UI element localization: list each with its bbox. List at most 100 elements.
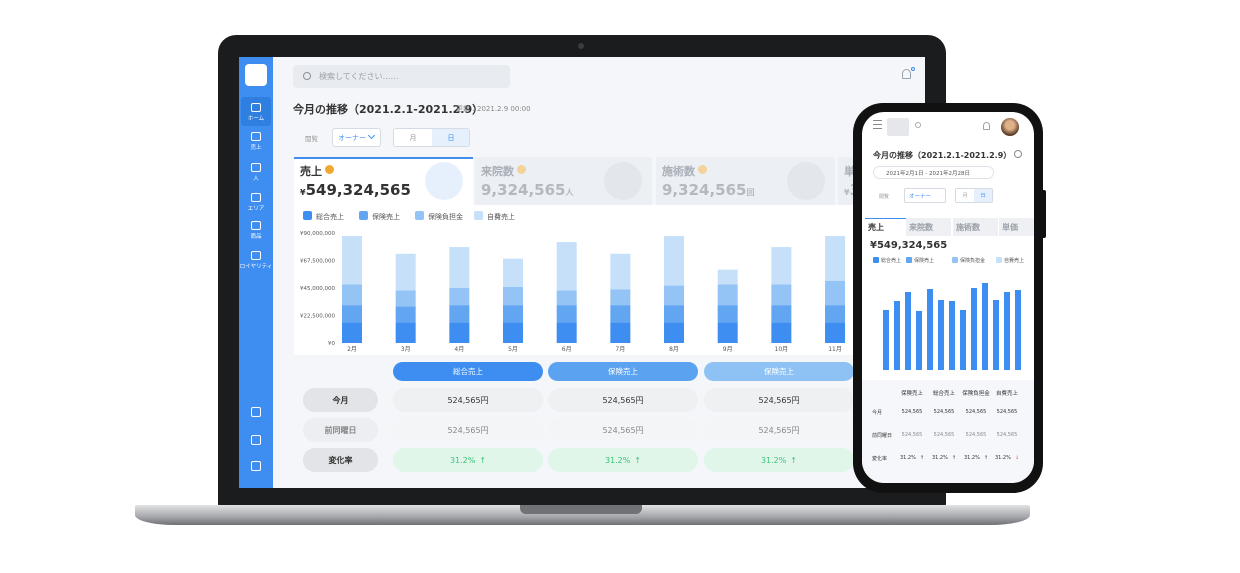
legend-box (996, 257, 1002, 263)
table-cell: 31.2% ↑ (928, 455, 960, 461)
period-option[interactable]: 月 (394, 129, 432, 146)
tab-label: 単価 (1002, 223, 1018, 232)
tab[interactable]: 施術数 (953, 218, 998, 236)
table-cell: 524,565 (933, 432, 955, 438)
kpi-number: 9,324,565 (481, 181, 566, 199)
nav-label: 売上 (250, 145, 262, 151)
bell-dot (911, 67, 915, 71)
phone-button (1041, 190, 1046, 238)
avatar (1001, 118, 1019, 136)
nav-label: 商品 (250, 234, 262, 240)
table-cell: 524,565円 (704, 388, 854, 412)
menu-line (873, 120, 882, 122)
filter-label: 閲覧 (305, 135, 318, 143)
bar (949, 300, 955, 370)
table-header: 保険売上 (548, 362, 698, 381)
bar (883, 309, 889, 370)
page-title: 今月の推移（2021.2.1-2021.2.9） (873, 151, 1012, 160)
role-value: オーナー (909, 194, 932, 200)
period-option[interactable]: 月 (956, 189, 974, 202)
menu-line (873, 128, 882, 130)
change-value: 31.2% (994, 455, 1011, 461)
info-dot (325, 165, 334, 174)
change-value: 31.2% (899, 455, 916, 461)
table-cell: 524,565 (996, 409, 1018, 415)
change-arrow: ↑ (919, 455, 925, 461)
row-label: 前同曜日 (303, 418, 378, 442)
table-cell: 524,565円 (704, 418, 854, 442)
change-arrow: ↑ (790, 455, 798, 465)
legend-box (474, 211, 483, 220)
change-arrow: ↓ (1014, 455, 1020, 461)
updated-at: 更新：2021.2.9 00:00 (456, 105, 531, 113)
kpi-prefix: ¥ (844, 188, 850, 197)
kpi-card[interactable]: 売上 ¥549,324,565 (294, 157, 473, 205)
table-cell: 524,565円 (548, 388, 698, 412)
search-icon (915, 122, 921, 128)
tab-label: 施術数 (956, 223, 980, 232)
nav-icon (251, 103, 261, 112)
tab-label: 来院数 (909, 223, 933, 232)
nav-label: 人 (253, 176, 259, 182)
table-cell: 31.2% ↑ (704, 448, 854, 472)
logo (245, 64, 267, 86)
laptop-notch (520, 505, 642, 514)
kpi-label: 単 (844, 165, 855, 178)
nav-icon (251, 132, 261, 141)
chart-panel (294, 205, 925, 355)
kpi-value: 9,324,565回 (662, 181, 754, 199)
role-dropdown[interactable]: オーナー (332, 128, 381, 147)
tab[interactable]: 単価 (999, 218, 1034, 236)
table-cell: 524,565円 (393, 388, 543, 412)
legend-label: 自費売上 (1004, 258, 1025, 264)
change-value: 31.2% (963, 455, 980, 461)
kpi-card[interactable]: 施術数 9,324,565回 (656, 157, 835, 205)
change-value: 31.2% (760, 455, 787, 465)
row-label: 前同曜日 (872, 433, 893, 439)
bar (960, 309, 966, 370)
bar (938, 299, 944, 370)
table-cell: 524,565円 (548, 418, 698, 442)
kpi-number: 9,324,565 (662, 181, 747, 199)
kpi-label: 施術数 (662, 165, 695, 178)
legend-label: 総合売上 (316, 213, 344, 221)
row-label: 変化率 (303, 448, 378, 472)
kpi-unit: 回 (746, 188, 755, 197)
legend-label: 保険売上 (372, 213, 400, 221)
bar (916, 310, 922, 370)
period-option[interactable]: 日 (974, 189, 992, 202)
bar (894, 300, 900, 370)
bar (1004, 291, 1010, 370)
nav-icon (251, 193, 261, 202)
laptop-screen: ホーム 売上人エリア 商品 ロイヤリティ 検索してください…… 今月の推移（2021.2.… (239, 57, 925, 488)
table-cell: 31.2% ↑ (896, 455, 928, 461)
kpi-card[interactable]: 来院数 9,324,565人 (475, 157, 652, 205)
laptop-base (135, 505, 1030, 525)
table-cell: 524,565 (901, 409, 923, 415)
total-value: ¥549,324,565 (870, 240, 948, 251)
page-title: 今月の推移（2021.2.1-2021.2.9） (293, 103, 484, 116)
period-option[interactable]: 日 (432, 129, 469, 146)
chevron (367, 131, 376, 140)
kpi-value: 9,324,565人 (481, 181, 573, 199)
legend-box (359, 211, 368, 220)
tab[interactable]: 来院数 (906, 218, 951, 236)
table-header: 保険負担金 (962, 391, 990, 397)
help-icon (1014, 150, 1022, 158)
nav-label: ロイヤリティ (239, 264, 273, 270)
table-header: 総合売上 (932, 391, 955, 397)
filter-label: 閲覧 (879, 194, 890, 200)
change-arrow: ↑ (479, 455, 487, 465)
kpi-icon (425, 162, 463, 200)
nav-icon (251, 407, 261, 417)
bell (983, 122, 990, 130)
tab[interactable]: 売上 (865, 218, 910, 236)
role-dropdown[interactable]: オーナー (904, 188, 946, 203)
kpi-value: ¥549,324,565 (300, 181, 411, 199)
nav-icon (251, 251, 261, 260)
info-dot (517, 165, 526, 174)
table-cell: 524,565 (996, 432, 1018, 438)
nav-icon (251, 163, 261, 172)
kpi-label: 来院数 (481, 165, 514, 178)
